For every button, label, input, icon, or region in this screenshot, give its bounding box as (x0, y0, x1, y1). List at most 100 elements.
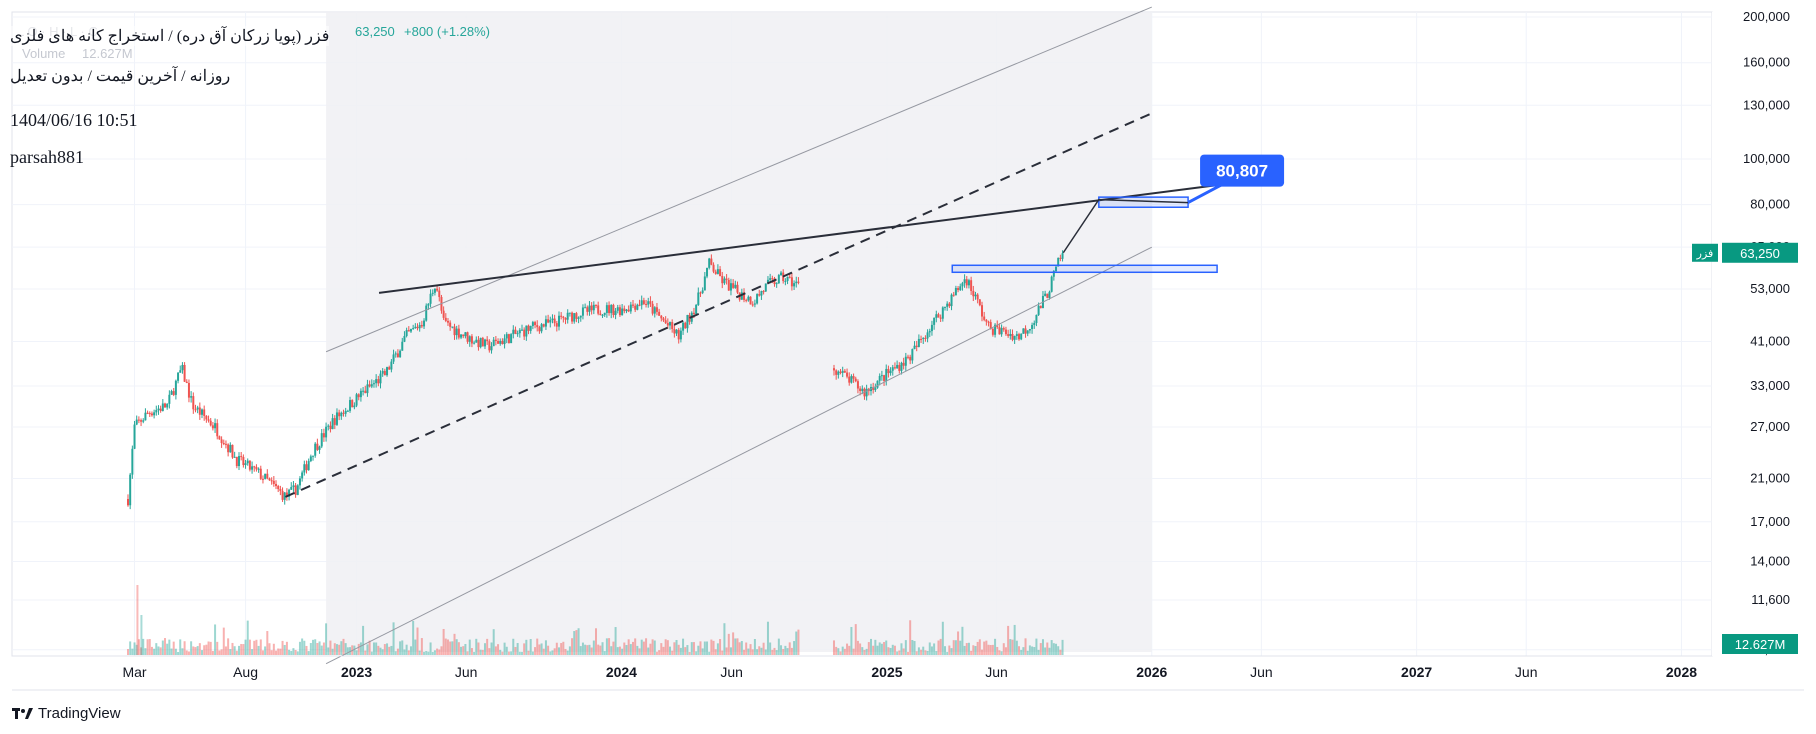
candle-body (383, 370, 386, 376)
volume-bar (309, 643, 312, 655)
candle-body (161, 403, 164, 411)
candle-body (499, 340, 502, 344)
volume-bar (266, 631, 269, 655)
candle-body (566, 312, 569, 320)
volume-bar (486, 638, 489, 655)
candle-body (170, 391, 173, 395)
volume-bar (762, 642, 765, 655)
volume-bar (909, 620, 912, 655)
candle-body (159, 408, 162, 411)
projection-path (1062, 198, 1189, 254)
volume-bar (769, 642, 772, 655)
volume-bar (534, 647, 537, 655)
candle-body (512, 329, 515, 335)
candle-body (177, 372, 180, 381)
candle-body (1050, 276, 1053, 292)
candle-body (227, 444, 230, 453)
drawings[interactable]: 80,807 (285, 6, 1285, 665)
volume-bar (366, 644, 369, 655)
volume-bar (766, 621, 769, 655)
last-price-badge (1722, 242, 1798, 263)
candle-body (327, 425, 330, 427)
candle-body (166, 403, 169, 408)
candle-body (270, 480, 273, 482)
candle-body (146, 412, 149, 414)
volume-bar (479, 649, 482, 655)
volume-bar (1015, 640, 1018, 655)
candle-body (721, 275, 724, 284)
volume-bar (1018, 646, 1021, 655)
candle-body (412, 328, 415, 330)
volume-bar (760, 647, 763, 655)
volume-bar (686, 645, 689, 655)
volume-bar (303, 640, 306, 655)
candle-body (854, 378, 857, 382)
volume-bar (518, 651, 521, 655)
candle-body (268, 478, 271, 481)
volume-bar (710, 639, 713, 655)
volume-bar (848, 645, 851, 655)
time-tick-label: 2024 (606, 664, 637, 680)
candle-body (629, 304, 632, 312)
candle-body (470, 336, 473, 344)
volume-bar (344, 643, 347, 655)
candle-body (303, 464, 306, 473)
volume-bar (320, 645, 323, 655)
volume-bar (368, 640, 371, 655)
candle-body (190, 396, 193, 398)
volume-bar (751, 649, 754, 655)
volume-bar (281, 640, 284, 655)
candle-body (222, 443, 225, 445)
candle-body (510, 334, 513, 344)
volume-bar (288, 649, 291, 655)
volume-bar (542, 648, 545, 655)
volume-bar (893, 645, 896, 655)
volume-bar (749, 644, 752, 655)
volume-bar (965, 643, 968, 655)
candle-body (1035, 314, 1038, 323)
candle-body (131, 448, 134, 475)
volume-bar (729, 647, 732, 655)
candle-body (699, 292, 702, 294)
candle-body (231, 444, 234, 458)
candle-body (601, 314, 604, 316)
candle-body (766, 279, 769, 284)
volume-bar (1039, 643, 1042, 655)
tradingview-branding[interactable]: TradingView (12, 705, 121, 722)
candle-body (377, 379, 380, 384)
candle-body (353, 405, 356, 408)
volume-bar (277, 648, 280, 655)
candle-body (436, 288, 439, 291)
candle-body (623, 308, 626, 312)
volume-bar (296, 651, 299, 655)
volume-bar (1052, 643, 1055, 655)
candle-body (342, 412, 345, 414)
candle-body (695, 304, 698, 314)
candle-body (194, 409, 197, 411)
time-axis[interactable]: Mar Aug 2023 Jun 2024 Jun 2025 Jun 2026 Jun 2027 Ju… (12, 655, 1804, 691)
candle-body (137, 419, 140, 421)
volume-bar (379, 647, 382, 655)
volume-badge-label: 12.627M (1735, 637, 1786, 652)
candle-body (442, 310, 445, 318)
candle-body (233, 456, 236, 458)
volume-bar (185, 650, 188, 655)
candle-body (562, 316, 565, 318)
symbol-subtitle: روزانه / آخرين قيمت / بدون تعديل (10, 68, 231, 85)
volume-bar (692, 642, 695, 655)
volume-bar (764, 649, 767, 655)
candle-body (775, 283, 778, 285)
volume-bar (1044, 647, 1047, 655)
symbol-tag-badge (1692, 243, 1718, 262)
price-axis[interactable]: 200,000160,000130,000100,00080,00065,000… (1692, 9, 1804, 657)
candle-body (736, 284, 739, 293)
candle-body (246, 460, 249, 464)
volume-bar (401, 640, 404, 655)
volume-bar (529, 639, 532, 655)
volume-bar (229, 649, 232, 655)
candle-body (372, 383, 375, 385)
time-tick-label: 2027 (1401, 664, 1432, 680)
candle-body (388, 367, 391, 370)
candle-body (839, 371, 842, 373)
